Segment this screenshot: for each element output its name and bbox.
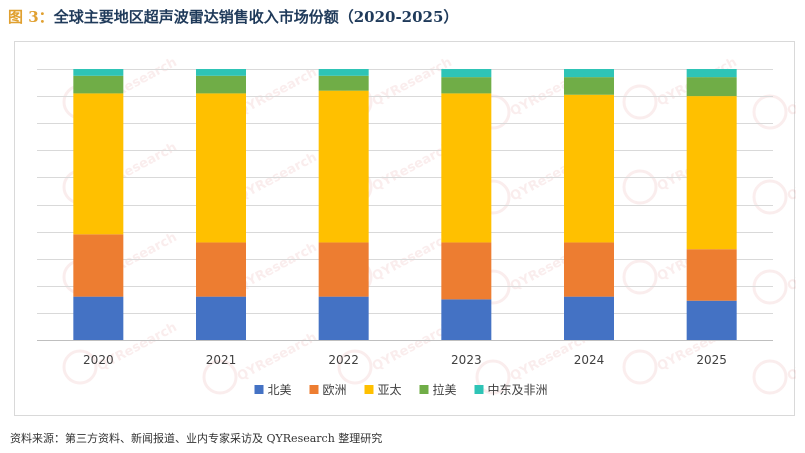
svg-text:QYResearch: QYResearch <box>785 65 796 120</box>
bar-segment <box>686 77 737 97</box>
legend-label: 亚太 <box>378 382 402 397</box>
source-note: 资料来源：第三方资料、新闻报道、业内专家采访及 QYResearch 整理研究 <box>10 432 383 445</box>
bar-segment <box>564 242 614 297</box>
legend-label: 中东及非洲 <box>488 382 548 397</box>
bar-segment <box>196 69 246 76</box>
figure-separator: ： <box>38 8 54 26</box>
legend: 北美 欧洲 亚太 拉美 中东及非洲 <box>254 382 548 397</box>
bar-segment <box>564 94 614 243</box>
bars <box>73 69 737 340</box>
stacked-bar-chart: QYResearch QYResearch QYResearch QYResearch… <box>37 55 796 397</box>
bar-segment <box>441 93 492 243</box>
figure-title: 图 3：全球主要地区超声波雷达销售收入市场份额（2020-2025） <box>8 6 458 27</box>
legend-swatch <box>309 385 319 394</box>
svg-text:QYResearch: QYResearch <box>785 240 796 295</box>
legend-swatch <box>254 385 264 394</box>
svg-text:QYResearch: QYResearch <box>785 330 796 385</box>
gridlines <box>37 69 773 341</box>
x-tick-label: 2024 <box>574 353 605 367</box>
bar-segment <box>318 296 369 340</box>
bar-segment <box>441 69 492 78</box>
x-axis-labels: 2020 2021 2022 2023 2024 2025 <box>83 353 727 367</box>
figure-label: 图 3 <box>8 8 39 26</box>
legend-label: 拉美 <box>433 382 457 397</box>
watermark: QYResearch <box>752 330 796 395</box>
bar-segment <box>441 242 492 300</box>
legend-item: 亚太 <box>364 382 402 397</box>
watermark-layer: QYResearch QYResearch QYResearch QYResearch… <box>62 55 796 395</box>
chart-frame: QYResearch QYResearch QYResearch QYResearch… <box>14 41 796 416</box>
bar-segment <box>73 234 124 297</box>
x-tick-label: 2025 <box>696 353 727 367</box>
bar-segment <box>564 296 614 340</box>
bar-segment <box>686 96 737 250</box>
bar-segment <box>686 300 737 340</box>
bar-segment <box>318 242 369 297</box>
x-tick-label: 2023 <box>451 353 482 367</box>
svg-text:QYResearch: QYResearch <box>235 65 320 120</box>
bar-segment <box>73 75 124 94</box>
legend-swatch <box>364 385 374 394</box>
bar-segment <box>196 93 246 243</box>
legend-item: 拉美 <box>419 382 457 397</box>
legend-label: 欧洲 <box>323 383 347 397</box>
svg-text:QYResearch: QYResearch <box>235 330 320 385</box>
bar-segment <box>73 69 124 76</box>
bar-segment <box>196 75 246 94</box>
bar-segment <box>318 75 369 91</box>
legend-swatch <box>474 385 484 394</box>
legend-label: 北美 <box>268 383 292 397</box>
bar-segment <box>73 296 124 340</box>
bar-segment <box>686 69 737 78</box>
x-tick-label: 2020 <box>83 353 114 367</box>
legend-item: 北美 <box>254 383 292 397</box>
bar-segment <box>564 69 614 78</box>
x-tick-label: 2021 <box>206 353 237 367</box>
legend-swatch <box>419 385 429 394</box>
bar-segment <box>318 90 369 243</box>
bar-segment <box>196 242 246 297</box>
bar-segment <box>686 249 737 301</box>
bar-segment <box>441 77 492 94</box>
legend-item: 欧洲 <box>309 383 347 397</box>
bar-segment <box>196 296 246 340</box>
svg-text:QYResearch: QYResearch <box>785 150 796 205</box>
watermark: QYResearch <box>752 150 796 215</box>
bar-segment <box>441 299 492 340</box>
x-tick-label: 2022 <box>328 353 359 367</box>
legend-item: 中东及非洲 <box>474 382 548 397</box>
figure-title-text: 全球主要地区超声波雷达销售收入市场份额（2020-2025） <box>53 8 459 26</box>
watermark: QYResearch <box>752 240 796 305</box>
bar-segment <box>318 69 369 76</box>
bar-segment <box>564 77 614 95</box>
bar-segment <box>73 93 124 235</box>
